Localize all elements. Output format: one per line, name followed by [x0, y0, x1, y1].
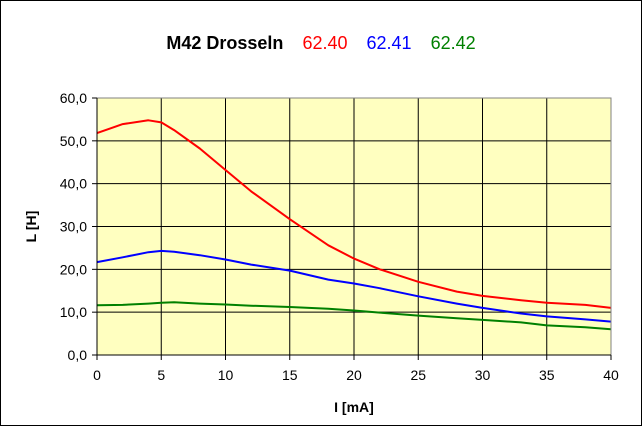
y-tick-label: 10,0: [60, 304, 87, 320]
series-line-1: [96, 119, 612, 309]
y-tick-label: 40,0: [60, 176, 87, 192]
x-tick-label: 40: [603, 367, 619, 383]
tick-labels: 0,0 10,0 20,0 30,0 40,0 50,0 60,0 0 5 10 15 20 25 30 3…: [60, 90, 619, 383]
chart-title: M42 Drosseln: [166, 33, 284, 53]
x-tick-label: 0: [93, 367, 101, 383]
axes: [92, 97, 612, 360]
legend-entry-series-1: 62.40: [302, 33, 348, 53]
x-tick-label: 25: [410, 367, 426, 383]
y-tick-label: 0,0: [68, 347, 88, 363]
y-tick-label: 50,0: [60, 133, 87, 149]
series-line-3: [96, 301, 612, 331]
x-tick-label: 20: [346, 367, 362, 383]
x-tick-label: 10: [218, 367, 234, 383]
x-tick-label: 35: [539, 367, 555, 383]
legend-entry-series-2: 62.41: [366, 33, 412, 53]
x-tick-label: 5: [157, 367, 165, 383]
series-line-2: [96, 249, 612, 323]
x-axis-label: I [mA]: [334, 399, 374, 415]
legend-entry-series-3: 62.42: [430, 33, 476, 53]
y-tick-label: 20,0: [60, 261, 87, 277]
y-tick-label: 30,0: [60, 219, 87, 235]
chart-title-row: M42 Drosseln 62.40 62.41 62.42: [1, 33, 641, 54]
x-tick-label: 30: [475, 367, 491, 383]
y-tick-label: 60,0: [60, 90, 87, 106]
series-lines: [96, 119, 612, 331]
y-axis-label: L [H]: [23, 211, 39, 243]
x-tick-label: 15: [282, 367, 298, 383]
